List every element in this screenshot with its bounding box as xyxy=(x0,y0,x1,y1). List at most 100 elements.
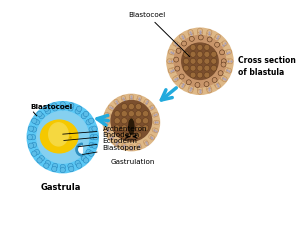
Circle shape xyxy=(204,58,210,64)
Circle shape xyxy=(182,43,218,79)
Circle shape xyxy=(37,111,89,163)
Circle shape xyxy=(197,51,203,57)
Circle shape xyxy=(167,28,233,94)
Circle shape xyxy=(220,75,225,80)
Circle shape xyxy=(226,49,232,54)
Circle shape xyxy=(88,151,94,156)
Circle shape xyxy=(228,59,233,64)
Text: Ectoderm: Ectoderm xyxy=(78,138,137,147)
Circle shape xyxy=(221,59,226,64)
Circle shape xyxy=(152,113,156,117)
Circle shape xyxy=(122,98,126,102)
Circle shape xyxy=(103,94,160,151)
Circle shape xyxy=(39,113,44,119)
Circle shape xyxy=(214,82,219,87)
Text: Blastocoel: Blastocoel xyxy=(31,104,73,110)
Circle shape xyxy=(204,72,210,78)
Circle shape xyxy=(175,66,180,71)
Circle shape xyxy=(197,72,203,78)
Circle shape xyxy=(92,143,97,148)
Circle shape xyxy=(198,35,203,40)
Circle shape xyxy=(179,34,184,39)
Circle shape xyxy=(106,113,111,117)
Circle shape xyxy=(27,135,33,140)
Circle shape xyxy=(121,118,127,124)
Circle shape xyxy=(128,132,134,138)
Circle shape xyxy=(197,65,203,71)
Circle shape xyxy=(211,51,217,57)
Circle shape xyxy=(222,41,227,46)
Circle shape xyxy=(150,136,155,140)
Circle shape xyxy=(135,125,142,131)
Circle shape xyxy=(197,45,203,50)
Circle shape xyxy=(135,118,142,124)
Circle shape xyxy=(167,59,172,64)
Circle shape xyxy=(30,135,36,140)
Circle shape xyxy=(226,59,231,64)
Circle shape xyxy=(183,65,189,71)
Circle shape xyxy=(44,163,49,168)
Circle shape xyxy=(214,42,220,47)
Circle shape xyxy=(149,135,153,139)
Circle shape xyxy=(224,68,229,73)
Circle shape xyxy=(197,58,203,64)
Circle shape xyxy=(218,71,223,76)
Circle shape xyxy=(31,127,37,132)
Circle shape xyxy=(122,143,126,147)
Circle shape xyxy=(69,166,74,172)
Circle shape xyxy=(195,83,200,87)
Circle shape xyxy=(103,120,107,125)
Ellipse shape xyxy=(49,123,68,146)
Circle shape xyxy=(28,143,34,148)
Ellipse shape xyxy=(129,119,134,135)
Circle shape xyxy=(44,106,49,111)
Circle shape xyxy=(145,141,149,146)
Circle shape xyxy=(168,49,173,54)
Circle shape xyxy=(129,147,134,151)
Circle shape xyxy=(60,167,65,173)
Circle shape xyxy=(215,84,220,88)
Circle shape xyxy=(179,74,184,79)
Circle shape xyxy=(174,57,179,62)
Circle shape xyxy=(143,140,148,144)
Circle shape xyxy=(189,32,194,37)
Circle shape xyxy=(155,120,160,125)
Circle shape xyxy=(88,118,94,123)
Circle shape xyxy=(189,37,194,41)
Circle shape xyxy=(31,142,37,147)
Circle shape xyxy=(27,102,98,173)
Circle shape xyxy=(52,103,57,108)
Circle shape xyxy=(215,34,220,39)
Circle shape xyxy=(76,106,82,111)
Circle shape xyxy=(137,96,142,100)
Circle shape xyxy=(176,48,181,53)
Circle shape xyxy=(89,142,94,147)
Circle shape xyxy=(75,160,80,166)
Circle shape xyxy=(142,111,148,117)
Circle shape xyxy=(212,77,217,83)
Circle shape xyxy=(128,125,134,131)
Circle shape xyxy=(220,42,225,47)
Circle shape xyxy=(142,125,148,131)
Circle shape xyxy=(93,135,98,140)
Circle shape xyxy=(197,30,202,36)
Circle shape xyxy=(83,158,89,163)
Circle shape xyxy=(121,132,127,138)
Circle shape xyxy=(68,163,73,169)
Circle shape xyxy=(114,118,120,124)
Circle shape xyxy=(86,120,91,125)
Circle shape xyxy=(190,65,196,71)
Circle shape xyxy=(110,135,114,139)
Circle shape xyxy=(197,87,202,92)
Circle shape xyxy=(34,149,40,155)
Circle shape xyxy=(34,120,40,125)
Circle shape xyxy=(173,77,178,82)
Circle shape xyxy=(32,118,37,123)
Circle shape xyxy=(115,101,119,105)
Circle shape xyxy=(121,125,127,131)
Circle shape xyxy=(111,100,152,141)
Circle shape xyxy=(204,65,210,71)
Circle shape xyxy=(152,128,156,132)
Circle shape xyxy=(207,88,212,93)
Circle shape xyxy=(169,59,174,64)
